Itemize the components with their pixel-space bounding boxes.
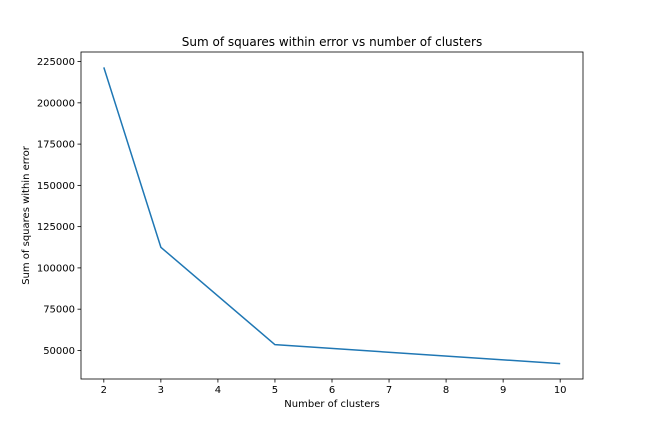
y-tick-label: 200000 <box>37 98 75 109</box>
y-tick-label: 150000 <box>37 181 75 192</box>
y-tick-label: 100000 <box>37 263 75 274</box>
x-tick-label: 4 <box>215 385 221 396</box>
y-tick-label: 75000 <box>43 305 75 316</box>
y-axis: 50000 75000 100000 125000 150000 175000 200000… <box>37 57 81 357</box>
plot-frame <box>80 51 584 380</box>
y-tick-label: 125000 <box>37 222 75 233</box>
series-line <box>103 67 561 365</box>
series-group <box>103 67 561 365</box>
x-tick-label: 10 <box>554 385 567 396</box>
x-tick-label: 6 <box>329 385 335 396</box>
x-tick-label: 3 <box>158 385 164 396</box>
x-axis-label: Number of clusters <box>284 399 379 410</box>
x-tick-label: 8 <box>443 385 449 396</box>
x-tick-label: 5 <box>272 385 278 396</box>
y-tick-label: 50000 <box>43 346 75 357</box>
x-axis: 2 3 4 5 6 7 8 9 10 <box>101 379 567 396</box>
x-tick-label: 9 <box>500 385 506 396</box>
y-axis-label: Sum of squares within error <box>21 145 32 284</box>
x-tick-label: 7 <box>386 385 392 396</box>
chart-title: Sum of squares within error vs number of… <box>182 35 482 49</box>
y-tick-label: 225000 <box>37 57 75 68</box>
y-tick-label: 175000 <box>37 140 75 151</box>
x-tick-label: 2 <box>101 385 107 396</box>
